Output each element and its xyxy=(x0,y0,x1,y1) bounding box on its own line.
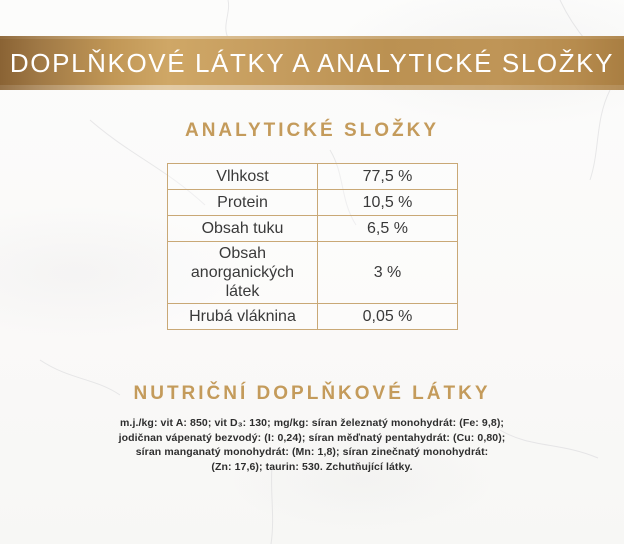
row-label: Protein xyxy=(167,189,318,216)
row-label: Vlhkost xyxy=(167,163,318,190)
table-row: Protein 10,5 % xyxy=(167,189,458,216)
title-banner: DOPLŇKOVÉ LÁTKY A ANALYTICKÉ SLOŽKY xyxy=(0,36,624,90)
table-row: Obsah anorganických látek 3 % xyxy=(167,241,458,304)
row-value: 3 % xyxy=(317,241,458,304)
row-label: Obsah anorganických látek xyxy=(167,241,318,304)
fineprint-line: jodičnan vápenatý bezvodý: (I: 0,24); sí… xyxy=(118,431,506,444)
analytical-components-heading: ANALYTICKÉ SLOŽKY xyxy=(184,120,440,141)
row-value: 10,5 % xyxy=(317,189,458,216)
row-value: 6,5 % xyxy=(317,215,458,242)
row-value: 77,5 % xyxy=(317,163,458,190)
banner-title: DOPLŇKOVÉ LÁTKY A ANALYTICKÉ SLOŽKY xyxy=(9,47,615,78)
table-row: Obsah tuku 6,5 % xyxy=(167,215,458,242)
fineprint-line: (Zn: 17,6); taurin: 530. Zchutňující lát… xyxy=(211,460,413,473)
table-row: Hrubá vláknina 0,05 % xyxy=(167,303,458,330)
analytical-components-table: Vlhkost 77,5 % Protein 10,5 % Obsah tuku… xyxy=(167,163,458,330)
row-value: 0,05 % xyxy=(317,303,458,330)
table-row: Vlhkost 77,5 % xyxy=(167,163,458,190)
row-label: Obsah tuku xyxy=(167,215,318,242)
fineprint-line: síran manganatý monohydrát: (Mn: 1,8); s… xyxy=(135,446,489,459)
row-label: Hrubá vláknina xyxy=(167,303,318,330)
additives-fineprint: m.j./kg: vit A: 850; vit D₃: 130; mg/kg:… xyxy=(62,416,562,474)
nutritional-additives-heading: NUTRIČNÍ DOPLŇKOVÉ LÁTKY xyxy=(133,383,491,404)
fineprint-line: m.j./kg: vit A: 850; vit D₃: 130; mg/kg:… xyxy=(119,417,505,429)
